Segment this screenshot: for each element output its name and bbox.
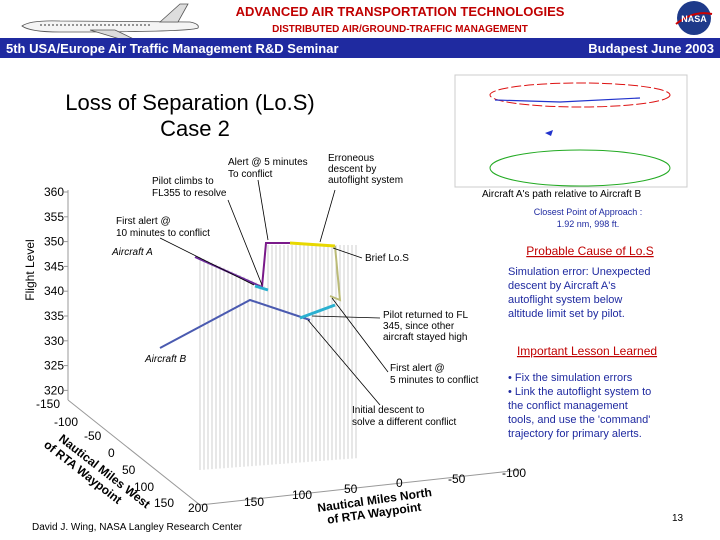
y-axis-label: Flight Level (23, 239, 37, 300)
cause-text: Simulation error: Unexpected descent by A… (508, 266, 650, 320)
west-tick-label: 0 (108, 446, 115, 460)
north-tick-label: -50 (448, 472, 466, 486)
north-tick-label: -100 (502, 466, 526, 480)
y-tick-label: 330 (44, 334, 64, 348)
airplane (21, 3, 199, 43)
cause-heading: Probable Cause of Lo.S (526, 244, 653, 258)
logo-text: NASA (681, 14, 707, 24)
header-bar (0, 38, 720, 58)
slide-subtitle: Case 2 (160, 116, 230, 141)
inset-caption: Aircraft A's path relative to Aircraft B (482, 189, 642, 200)
trajectories (159, 241, 342, 349)
cpa: Closest Point of Approach :1.92 nm, 998 … (534, 207, 643, 229)
annotation: Alert @ 5 minutes To conflict (228, 157, 308, 180)
annotation: Initial descent to solve a different conf… (352, 405, 457, 428)
annotation: First alert @10 minutes to conflict (116, 216, 210, 239)
nasa-logo: NASA (675, 1, 713, 35)
north-tick-label: 50 (344, 482, 358, 496)
west-tick-label: 150 (154, 496, 174, 510)
footer-author: David J. Wing, NASA Langley Research Cen… (32, 522, 243, 533)
annotation: Pilot climbs to FL355 to resolve (152, 176, 227, 199)
west-tick-label: 100 (134, 480, 154, 494)
y-tick-label: 345 (44, 259, 64, 273)
plot-frame (67, 190, 521, 506)
west-tick-label: 200 (188, 501, 208, 515)
annotation: First alert @5 minutes to conflict (390, 363, 479, 386)
annotation: Aircraft B (144, 354, 186, 365)
inset (454, 74, 688, 188)
annotation: Aircraft A (111, 247, 153, 258)
leader-lines (159, 179, 389, 406)
west-tick-label: 50 (122, 463, 136, 477)
page-number: 13 (672, 513, 684, 524)
y-tick-label: 350 (44, 235, 64, 249)
y-tick-label: 355 (44, 210, 64, 224)
y-tick-label: 340 (44, 284, 64, 298)
y-tick-label: 325 (44, 359, 64, 373)
west-tick-label: -50 (84, 429, 102, 443)
annotation: Brief Lo.S (365, 253, 409, 264)
annotation: Pilot returned to FL 345, since other airc… (383, 310, 468, 343)
north-tick-label: 0 (396, 476, 403, 490)
y-tick-label: 360 (44, 185, 64, 199)
north-tick-label: 100 (292, 488, 312, 502)
header-subtitle: DISTRIBUTED AIR/GROUND-TRAFFIC MANAGEMEN… (272, 24, 528, 35)
lesson-text: • Fix the simulation errors • Link the au… (508, 372, 651, 440)
west-tick-label: -150 (36, 397, 60, 411)
lesson-heading: Important Lesson Learned (517, 344, 657, 358)
north-tick-label: 150 (244, 495, 264, 509)
annotation: Erroneous descent by autoflight system (328, 153, 403, 186)
north-axis-label: Nautical Miles Northof RTA Waypoint (316, 485, 434, 528)
header-title: ADVANCED AIR TRANSPORTATION TECHNOLOGIES (236, 4, 565, 19)
west-tick-label: -100 (54, 415, 78, 429)
y-tick-label: 335 (44, 309, 64, 323)
location: Budapest June 2003 (588, 41, 714, 56)
slide-title: Loss of Separation (Lo.S) (65, 90, 314, 115)
seminar: 5th USA/Europe Air Traffic Management R&… (6, 41, 339, 56)
y-tick-label: 320 (44, 383, 64, 397)
